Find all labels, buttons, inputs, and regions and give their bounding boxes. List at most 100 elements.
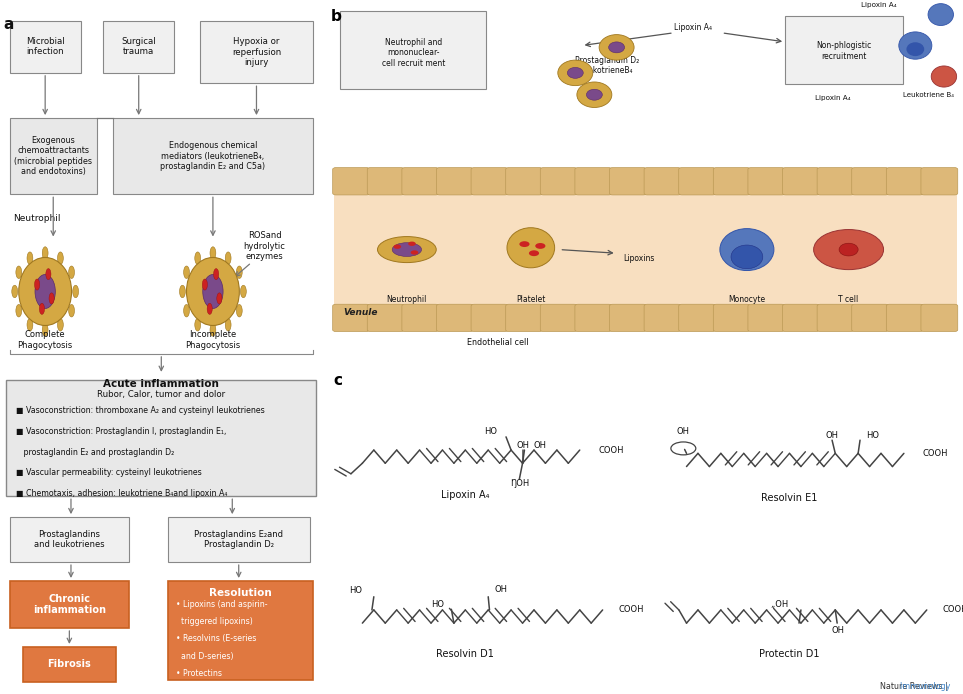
Circle shape [210,323,216,336]
Circle shape [202,279,207,290]
Text: Lipoxin A₄: Lipoxin A₄ [815,95,850,101]
Text: Exogenous
chemoattractants
(microbial peptides
and endotoxins): Exogenous chemoattractants (microbial pe… [14,136,92,176]
Text: Monocyte: Monocyte [728,295,766,304]
Circle shape [207,303,212,314]
Text: Resolvin E1: Resolvin E1 [762,493,818,503]
FancyBboxPatch shape [10,517,129,562]
Text: OH: OH [825,431,839,440]
FancyBboxPatch shape [679,304,716,332]
Ellipse shape [839,243,858,256]
Text: Endothelial cell: Endothelial cell [467,338,529,347]
Circle shape [73,285,79,298]
FancyBboxPatch shape [506,304,542,332]
Circle shape [236,305,243,317]
FancyBboxPatch shape [610,168,646,195]
Text: ROSand
hydrolytic
enzymes: ROSand hydrolytic enzymes [244,232,285,261]
Text: Endogenous chemical
mediators (leukotrieneB₄,
prostaglandin E₂ and C5a): Endogenous chemical mediators (leukotrie… [161,142,266,171]
Ellipse shape [392,243,422,257]
FancyBboxPatch shape [113,118,313,194]
FancyBboxPatch shape [402,304,439,332]
Ellipse shape [18,257,71,325]
Text: OH: OH [832,627,845,636]
FancyBboxPatch shape [332,304,370,332]
FancyBboxPatch shape [168,517,310,562]
Circle shape [195,252,200,264]
Text: HO: HO [484,428,497,437]
Circle shape [42,247,48,260]
FancyBboxPatch shape [575,168,612,195]
Circle shape [42,323,48,336]
Text: Lipoxin A₄: Lipoxin A₄ [441,489,489,500]
FancyBboxPatch shape [7,380,316,496]
Circle shape [49,293,54,304]
Circle shape [519,242,530,247]
FancyBboxPatch shape [367,168,404,195]
Text: HO: HO [350,586,362,595]
FancyBboxPatch shape [332,168,370,195]
FancyBboxPatch shape [10,581,129,628]
FancyBboxPatch shape [10,21,81,73]
FancyBboxPatch shape [921,304,958,332]
Text: Venule: Venule [344,308,377,317]
Text: HO: HO [431,600,444,609]
Ellipse shape [507,228,555,268]
Ellipse shape [567,67,584,78]
Circle shape [184,305,190,317]
Ellipse shape [898,32,932,59]
FancyBboxPatch shape [22,647,117,682]
FancyBboxPatch shape [334,169,956,330]
Circle shape [394,244,402,249]
FancyBboxPatch shape [644,168,681,195]
Circle shape [179,285,185,298]
FancyBboxPatch shape [471,304,508,332]
Text: Lipoxin A₄: Lipoxin A₄ [674,23,712,32]
FancyBboxPatch shape [10,118,97,194]
FancyBboxPatch shape [714,304,750,332]
Text: COOH: COOH [943,605,963,614]
FancyBboxPatch shape [540,168,577,195]
Text: ■ Chemotaxis, adhesion: leukotriene B₄and lipoxin A₄: ■ Chemotaxis, adhesion: leukotriene B₄an… [16,489,227,498]
FancyBboxPatch shape [851,304,889,332]
FancyBboxPatch shape [818,168,854,195]
Ellipse shape [586,90,602,100]
Text: Non-phlogistic
recruitment: Non-phlogistic recruitment [817,42,872,60]
Text: Nature Reviews |: Nature Reviews | [880,682,950,691]
FancyBboxPatch shape [575,304,612,332]
Circle shape [58,252,64,264]
Text: Protectin D1: Protectin D1 [759,650,820,659]
Text: ,,OH: ,,OH [770,600,788,609]
FancyBboxPatch shape [644,304,681,332]
Circle shape [410,251,418,255]
Text: triggered lipoxins): triggered lipoxins) [176,617,252,626]
Circle shape [195,319,200,331]
FancyBboxPatch shape [334,192,956,308]
Circle shape [814,230,884,269]
Text: Prostaglandins E₂and
Prostaglandin D₂: Prostaglandins E₂and Prostaglandin D₂ [195,530,283,549]
Circle shape [535,243,545,249]
Circle shape [68,266,74,278]
Circle shape [236,266,243,278]
Text: • Lipoxins (and aspirin-: • Lipoxins (and aspirin- [176,600,268,609]
FancyBboxPatch shape [471,168,508,195]
Circle shape [15,305,22,317]
Circle shape [27,252,33,264]
Ellipse shape [599,35,634,60]
FancyBboxPatch shape [436,168,473,195]
Text: Prostaglandins
and leukotrienes: Prostaglandins and leukotrienes [34,530,105,549]
Text: Leukotriene B₄: Leukotriene B₄ [902,92,953,98]
FancyBboxPatch shape [851,168,889,195]
Text: Prostaglandin D₂
leukotrieneB₄: Prostaglandin D₂ leukotrieneB₄ [575,56,639,75]
FancyBboxPatch shape [886,168,924,195]
Circle shape [35,279,39,290]
FancyBboxPatch shape [340,11,486,90]
Ellipse shape [906,42,924,56]
FancyBboxPatch shape [785,17,902,84]
Text: Resolution: Resolution [209,588,272,598]
FancyBboxPatch shape [818,304,854,332]
FancyBboxPatch shape [610,304,646,332]
Circle shape [46,269,51,280]
Text: • Protectins: • Protectins [176,669,221,678]
Circle shape [408,242,416,246]
Circle shape [12,285,17,298]
Ellipse shape [609,42,625,53]
